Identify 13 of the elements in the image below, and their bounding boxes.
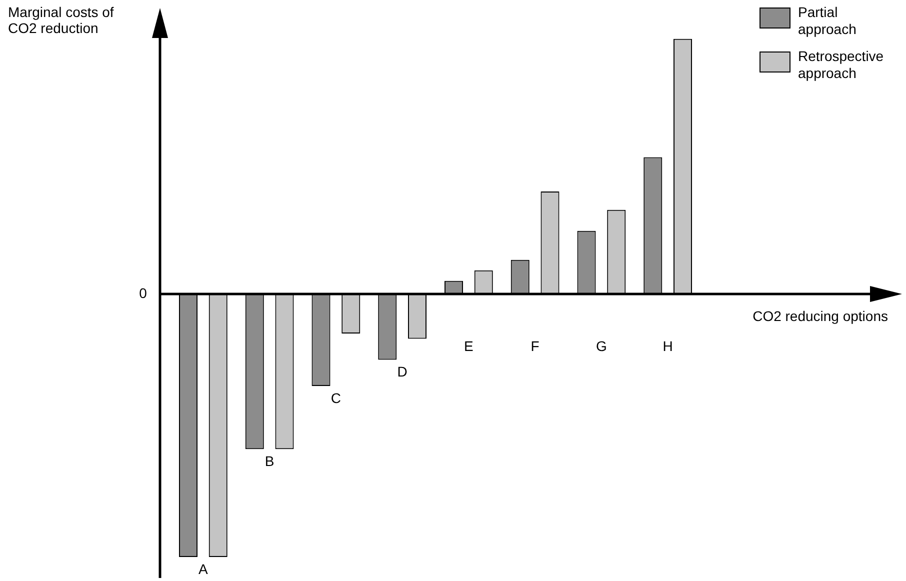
text: 0 (139, 284, 148, 301)
x-tick-label: G (596, 338, 607, 354)
x-axis-title: CO2 reducing options (752, 308, 888, 324)
x-tick-label: B (264, 453, 274, 470)
x-tick-label: C (330, 390, 341, 406)
x-tick-label: A (198, 560, 209, 577)
y-axis-title: Marginal costs of CO2 reduction (8, 4, 114, 36)
x-tick-label: F (530, 338, 540, 354)
legend-label: Retrospective approach (798, 48, 884, 81)
x-tick-label: D (397, 364, 408, 380)
x-tick-label: H (662, 338, 673, 354)
legend-label: Partial approach (798, 4, 856, 37)
x-tick-label: E (464, 338, 474, 354)
